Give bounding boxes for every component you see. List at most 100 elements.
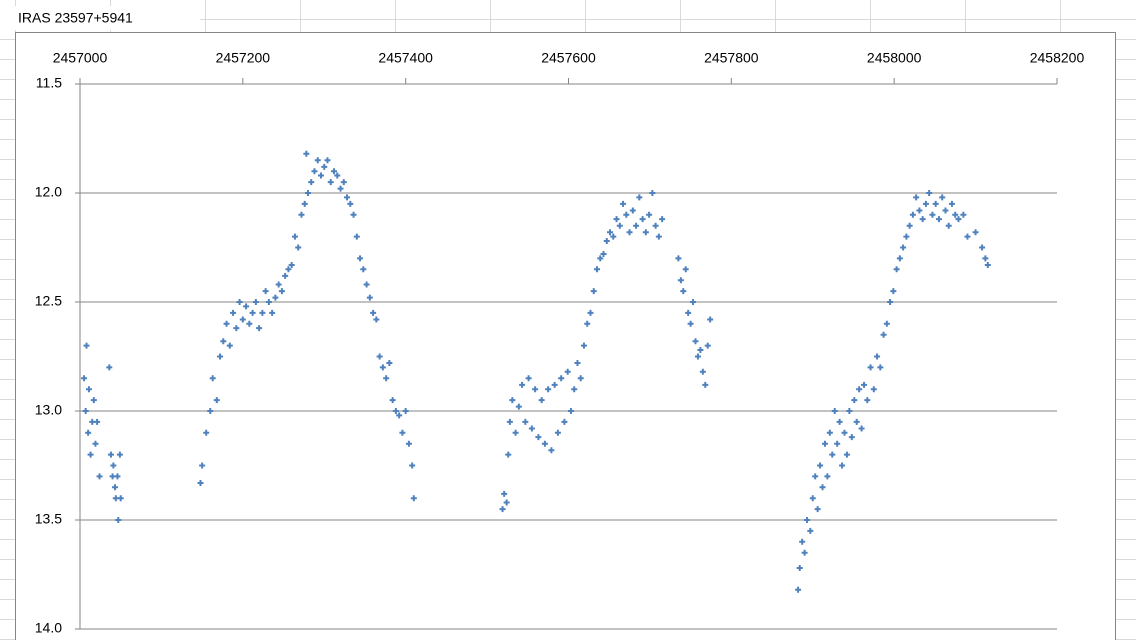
data-point — [207, 408, 214, 414]
data-point — [824, 473, 831, 480]
data-point — [410, 495, 417, 502]
data-point — [512, 429, 519, 436]
data-point — [655, 233, 662, 240]
data-point — [541, 440, 548, 447]
data-point — [94, 418, 101, 425]
data-point — [942, 207, 949, 214]
data-point — [829, 451, 836, 458]
x-tick-label: 2457400 — [378, 50, 433, 66]
data-point — [870, 386, 877, 393]
data-point — [610, 233, 617, 240]
data-point — [285, 266, 292, 273]
data-point — [197, 479, 204, 486]
data-point — [697, 346, 704, 353]
data-point — [593, 266, 600, 273]
data-point — [633, 222, 640, 229]
data-point — [580, 342, 587, 349]
data-point — [379, 364, 386, 371]
data-point — [203, 429, 210, 436]
data-point — [909, 211, 916, 218]
data-point — [680, 288, 687, 295]
data-point — [694, 353, 701, 360]
data-point — [574, 360, 581, 367]
data-point — [366, 294, 373, 301]
data-point — [964, 233, 971, 240]
data-point — [317, 172, 324, 179]
data-point — [877, 364, 884, 371]
data-point — [948, 200, 955, 207]
data-point — [303, 150, 310, 157]
data-point — [548, 447, 555, 454]
data-point — [984, 261, 991, 268]
data-point — [979, 244, 986, 251]
data-point — [916, 207, 923, 214]
data-point — [373, 316, 380, 323]
data-point — [945, 222, 952, 229]
data-point — [834, 440, 841, 447]
data-point — [558, 375, 565, 382]
data-point — [110, 462, 117, 469]
data-point — [626, 229, 633, 236]
data-point — [649, 190, 656, 196]
data-point — [584, 320, 591, 327]
data-point — [115, 517, 122, 523]
x-tick-label: 2457800 — [704, 50, 759, 66]
data-point — [858, 425, 865, 432]
data-point — [545, 386, 552, 393]
data-point — [81, 375, 88, 382]
data-point — [900, 244, 907, 251]
data-point — [85, 429, 92, 436]
data-point — [642, 229, 649, 236]
data-point — [85, 386, 92, 393]
data-point — [106, 364, 113, 371]
data-point — [353, 233, 360, 240]
data-point — [291, 233, 298, 240]
data-point — [826, 429, 833, 436]
data-point — [82, 408, 89, 414]
data-point — [209, 375, 216, 382]
data-point — [587, 309, 594, 316]
data-point — [955, 216, 962, 223]
data-point — [929, 211, 936, 218]
data-point — [821, 440, 828, 447]
data-point — [275, 281, 282, 288]
data-point — [836, 418, 843, 425]
data-point — [217, 353, 224, 360]
data-point — [360, 266, 367, 273]
data-point — [880, 331, 887, 338]
data-point — [932, 200, 939, 207]
data-point — [935, 216, 942, 223]
data-point — [804, 517, 811, 523]
data-point — [532, 386, 539, 393]
data-point — [851, 397, 858, 404]
data-point — [864, 397, 871, 404]
data-point — [298, 211, 305, 218]
data-point — [246, 320, 253, 327]
data-point — [913, 194, 920, 201]
data-point — [702, 381, 709, 388]
data-point — [982, 255, 989, 262]
data-point — [814, 506, 821, 513]
data-point — [226, 342, 233, 349]
chart-title: IRAS 23597+5941 — [18, 10, 133, 26]
data-point — [499, 506, 506, 513]
data-point — [538, 397, 545, 404]
y-tick-label: 13.5 — [35, 511, 62, 527]
data-point — [939, 194, 946, 201]
data-point — [243, 303, 250, 310]
data-point — [389, 397, 396, 404]
data-point — [327, 179, 334, 186]
data-point — [896, 255, 903, 262]
data-point — [509, 397, 516, 404]
data-point — [114, 473, 121, 480]
data-point — [334, 172, 341, 179]
data-point — [409, 462, 416, 469]
data-point — [376, 353, 383, 360]
y-tick-label: 12.5 — [35, 293, 62, 309]
data-point — [704, 342, 711, 349]
y-tick-label: 13.0 — [35, 402, 62, 418]
data-point — [525, 375, 532, 382]
data-point — [707, 316, 714, 323]
